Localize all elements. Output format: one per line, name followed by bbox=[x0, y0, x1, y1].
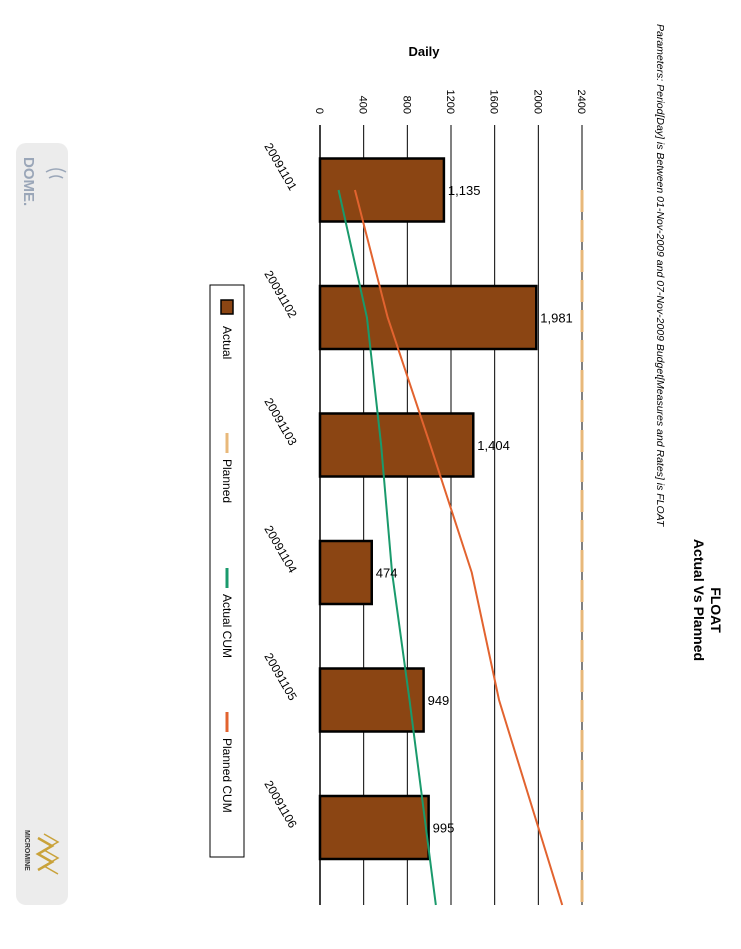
legend-label: Planned bbox=[220, 459, 234, 503]
bar-data-label: 1,135 bbox=[448, 183, 481, 198]
bar-data-label: 1,981 bbox=[540, 311, 573, 326]
category-label: 20091101 bbox=[261, 141, 300, 194]
category-label: 20091104 bbox=[261, 523, 300, 576]
bar-actual bbox=[318, 412, 475, 478]
bar-data-label: 474 bbox=[376, 566, 398, 581]
chart-title: FLOAT bbox=[708, 587, 724, 633]
dome-logo: DOME. bbox=[20, 157, 67, 206]
dome-logo-text: DOME. bbox=[20, 157, 37, 206]
tick-label: 1600 bbox=[488, 90, 500, 114]
legend-swatch bbox=[220, 299, 234, 315]
tick-label: 400 bbox=[357, 96, 369, 114]
tick-label: 1200 bbox=[444, 90, 456, 114]
category-label: 20091103 bbox=[261, 396, 300, 449]
category-label: 20091105 bbox=[261, 651, 300, 704]
bar-data-label: 995 bbox=[433, 821, 455, 836]
tick-label: 0 bbox=[313, 108, 325, 114]
sidebar bbox=[16, 143, 68, 905]
tick-label: 2400 bbox=[575, 90, 587, 114]
bar-actual bbox=[318, 794, 430, 861]
legend-label: Actual CUM bbox=[220, 594, 234, 658]
tick-label: 800 bbox=[400, 96, 412, 114]
legend-label: Planned CUM bbox=[220, 738, 234, 813]
series-actual-cum-line bbox=[337, 189, 437, 906]
bar-actual bbox=[318, 284, 538, 351]
micromine-logo: MICROMINE bbox=[23, 830, 60, 875]
category-label: 20091102 bbox=[261, 268, 300, 321]
bar-actual bbox=[318, 667, 425, 733]
chart-subtitle: Actual Vs Planned bbox=[691, 539, 707, 661]
tick-label: 2000 bbox=[531, 90, 543, 114]
bar-data-label: 949 bbox=[428, 693, 450, 708]
parameters-text: Parameters: Period[Day] is Between 01-No… bbox=[654, 24, 666, 528]
micromine-logo-text: MICROMINE bbox=[23, 830, 30, 871]
series-planned-cum-line bbox=[353, 189, 564, 906]
legend-label: Actual bbox=[220, 326, 234, 359]
axis-label: Daily bbox=[408, 44, 440, 59]
category-label: 20091106 bbox=[261, 778, 300, 831]
bar-actual bbox=[318, 157, 446, 223]
bar-data-label: 1,404 bbox=[477, 438, 510, 453]
bar-actual bbox=[318, 539, 373, 606]
